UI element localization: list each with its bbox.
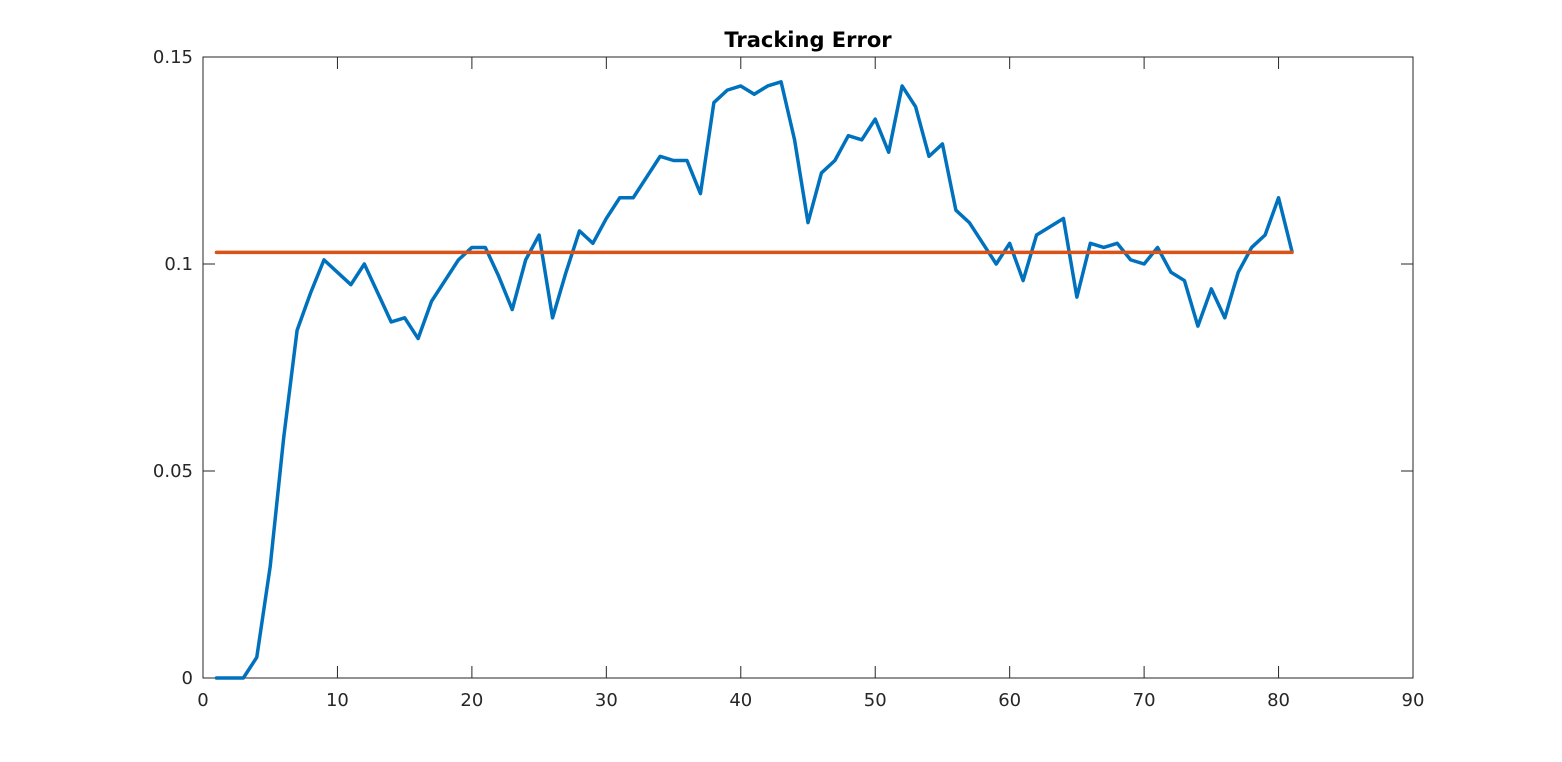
x-tick-label: 0 <box>197 690 208 711</box>
y-tick-label: 0.1 <box>164 254 193 275</box>
chart-title: Tracking Error <box>724 28 892 52</box>
x-tick-label: 10 <box>326 690 349 711</box>
x-tick-label: 40 <box>729 690 752 711</box>
plot-area <box>202 56 1414 679</box>
x-axis: 0 10 20 30 40 50 60 70 80 90 <box>197 57 1424 711</box>
series-tracking-error-line <box>214 80 1294 680</box>
y-tick-label: 0 <box>182 668 193 689</box>
x-tick-label: 20 <box>460 690 483 711</box>
x-tick-label: 90 <box>1402 690 1425 711</box>
y-tick-label: 0.05 <box>153 461 193 482</box>
x-tick-label: 30 <box>595 690 618 711</box>
series-layer <box>214 80 1294 680</box>
y-axis: 0 0.05 0.1 0.15 <box>153 47 1413 689</box>
x-tick-label: 80 <box>1267 690 1290 711</box>
x-tick-label: 60 <box>998 690 1021 711</box>
y-tick-label: 0.15 <box>153 47 193 68</box>
x-tick-label: 50 <box>864 690 887 711</box>
x-tick-label: 70 <box>1133 690 1156 711</box>
